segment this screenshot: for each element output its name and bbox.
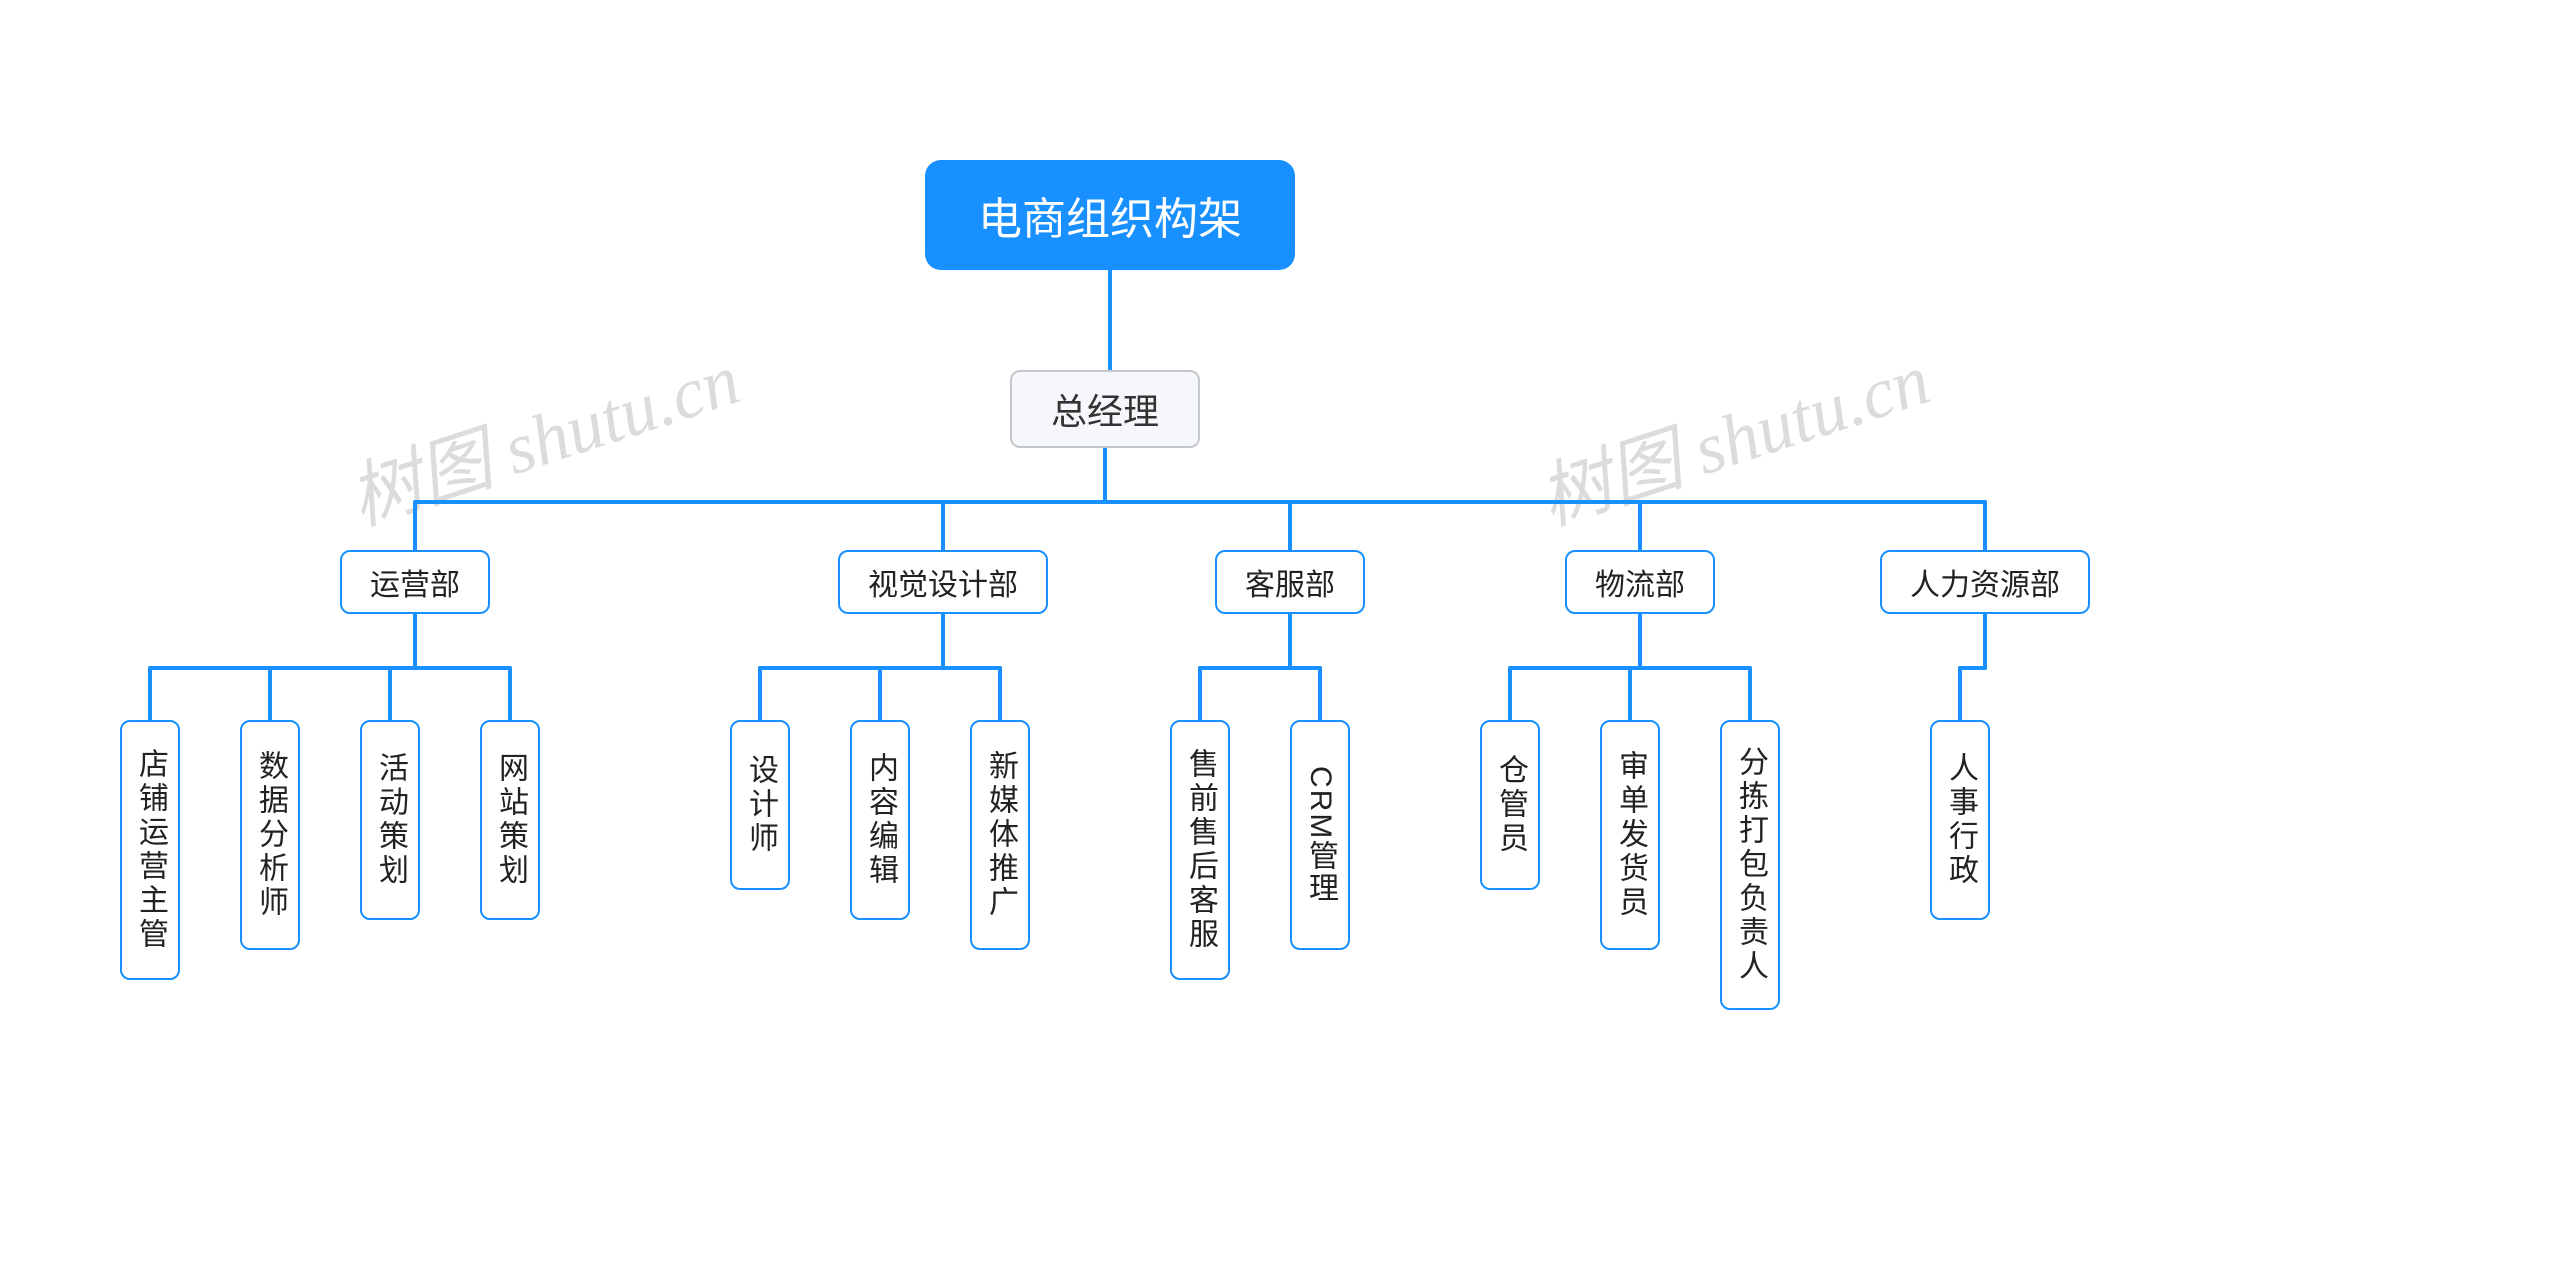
dept-design: 视觉设计部: [838, 550, 1048, 614]
dept-label: 人力资源部: [1910, 560, 2060, 604]
dept-label: 运营部: [370, 560, 460, 604]
leaf-sorting-packing: 分拣打包负责人: [1720, 720, 1780, 1010]
watermark-2: 树图 shutu.cn: [1524, 320, 1941, 545]
leaf-order-shipper: 审单发货员: [1600, 720, 1660, 950]
leaf-event-planner: 活动策划: [360, 720, 420, 920]
leaf-data-analyst: 数据分析师: [240, 720, 300, 950]
leaf-pre-post-sales: 售前售后客服: [1170, 720, 1230, 980]
leaf-content-editor: 内容编辑: [850, 720, 910, 920]
gm-node: 总经理: [1010, 370, 1200, 448]
leaf-crm: CRM管理: [1290, 720, 1350, 950]
gm-label: 总经理: [1051, 383, 1159, 435]
root-label: 电商组织构架: [978, 183, 1242, 247]
dept-hr: 人力资源部: [1880, 550, 2090, 614]
root-node: 电商组织构架: [925, 160, 1295, 270]
watermark-1: 树图 shutu.cn: [334, 320, 751, 545]
dept-logistics: 物流部: [1565, 550, 1715, 614]
leaf-new-media: 新媒体推广: [970, 720, 1030, 950]
dept-operations: 运营部: [340, 550, 490, 614]
dept-label: 物流部: [1595, 560, 1685, 604]
dept-label: 客服部: [1245, 560, 1335, 604]
leaf-web-planner: 网站策划: [480, 720, 540, 920]
leaf-warehouse: 仓管员: [1480, 720, 1540, 890]
dept-customer-service: 客服部: [1215, 550, 1365, 614]
dept-label: 视觉设计部: [868, 560, 1018, 604]
leaf-hr-admin: 人事行政: [1930, 720, 1990, 920]
leaf-designer: 设计师: [730, 720, 790, 890]
leaf-shop-manager: 店铺运营主管: [120, 720, 180, 980]
